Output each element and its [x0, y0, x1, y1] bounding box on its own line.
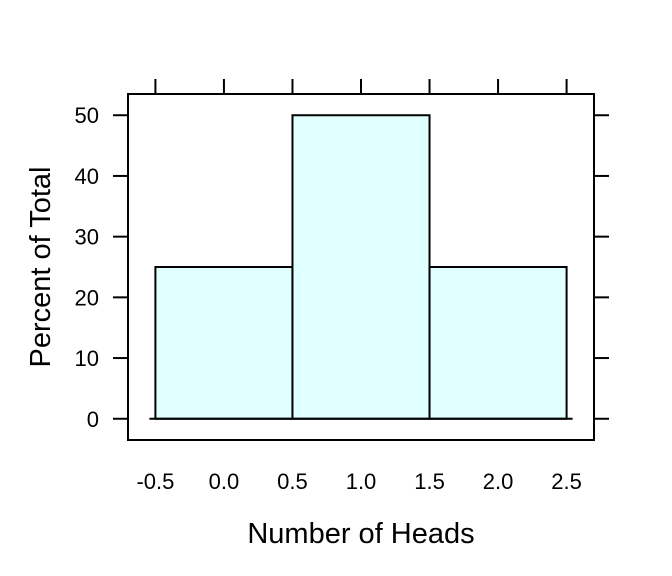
y-tick-label: 0: [87, 407, 99, 432]
y-tick-label: 10: [75, 346, 99, 371]
x-tick-label: 0.0: [209, 469, 240, 494]
x-tick-label: 0.5: [277, 469, 308, 494]
y-axis-title: Percent of Total: [25, 167, 57, 368]
bars-layer: [154, 114, 568, 420]
histogram-bar-2: [291, 114, 431, 420]
y-tick-label: 50: [75, 103, 99, 128]
x-tick-label: 1.0: [346, 469, 377, 494]
y-tick-label: 20: [75, 285, 99, 310]
histogram-bar-3: [428, 266, 568, 420]
x-tick-label: 2.0: [483, 469, 514, 494]
x-axis: -0.5 0.0 0.5 1.0 1.5 2.0 2.5: [136, 79, 582, 494]
x-axis-title: Number of Heads: [247, 518, 474, 550]
x-tick-label: 2.5: [551, 469, 582, 494]
x-tick-label: -0.5: [136, 469, 174, 494]
y-axis: 0 10 20 30 40 50: [75, 103, 609, 432]
y-tick-label: 30: [75, 225, 99, 250]
x-tick-label: 1.5: [414, 469, 445, 494]
histogram-bar-1: [154, 266, 294, 420]
y-tick-label: 40: [75, 164, 99, 189]
